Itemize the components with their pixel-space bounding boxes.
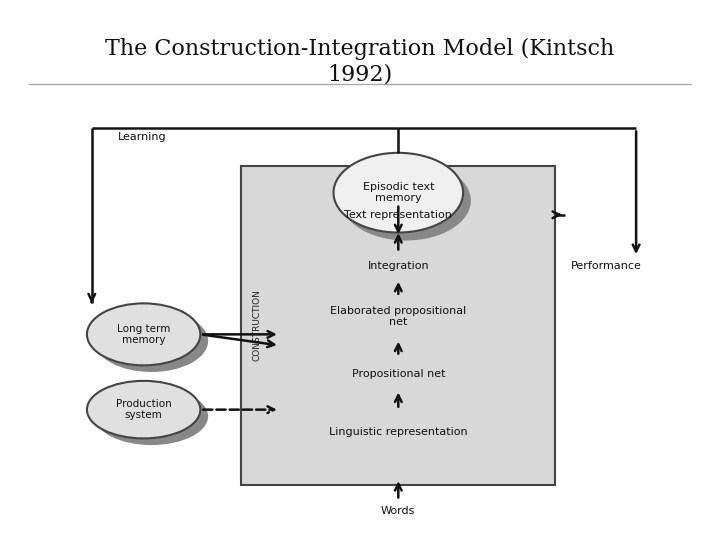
FancyArrowPatch shape xyxy=(395,395,402,407)
Text: CONSTRUCTION: CONSTRUCTION xyxy=(253,289,261,361)
Text: Linguistic representation: Linguistic representation xyxy=(329,427,467,437)
FancyArrowPatch shape xyxy=(203,406,274,413)
Ellipse shape xyxy=(87,381,200,438)
Text: Text representation: Text representation xyxy=(344,210,452,220)
FancyArrowPatch shape xyxy=(395,285,402,294)
Text: Episodic text
memory: Episodic text memory xyxy=(363,182,434,204)
FancyArrowPatch shape xyxy=(633,131,639,251)
Ellipse shape xyxy=(95,388,208,445)
FancyArrowPatch shape xyxy=(203,331,274,338)
FancyArrowPatch shape xyxy=(395,236,402,249)
Text: Performance: Performance xyxy=(572,261,642,271)
FancyArrowPatch shape xyxy=(203,335,274,347)
Text: Integration: Integration xyxy=(367,261,429,271)
Text: Words: Words xyxy=(381,507,415,516)
FancyArrowPatch shape xyxy=(395,206,402,231)
Ellipse shape xyxy=(341,161,471,240)
Ellipse shape xyxy=(333,153,463,233)
Text: The Construction-Integration Model (Kintsch
1992): The Construction-Integration Model (Kint… xyxy=(105,38,615,85)
Ellipse shape xyxy=(95,310,208,372)
FancyArrowPatch shape xyxy=(395,484,402,498)
FancyBboxPatch shape xyxy=(240,166,555,485)
Text: Long term
memory: Long term memory xyxy=(117,323,171,345)
Text: Propositional net: Propositional net xyxy=(351,369,445,379)
Ellipse shape xyxy=(87,303,200,366)
Text: Production
system: Production system xyxy=(116,399,171,421)
Text: Learning: Learning xyxy=(118,132,166,143)
FancyArrowPatch shape xyxy=(553,212,559,218)
Text: Elaborated propositional
net: Elaborated propositional net xyxy=(330,306,467,327)
FancyArrowPatch shape xyxy=(395,345,402,354)
FancyArrowPatch shape xyxy=(89,294,95,302)
